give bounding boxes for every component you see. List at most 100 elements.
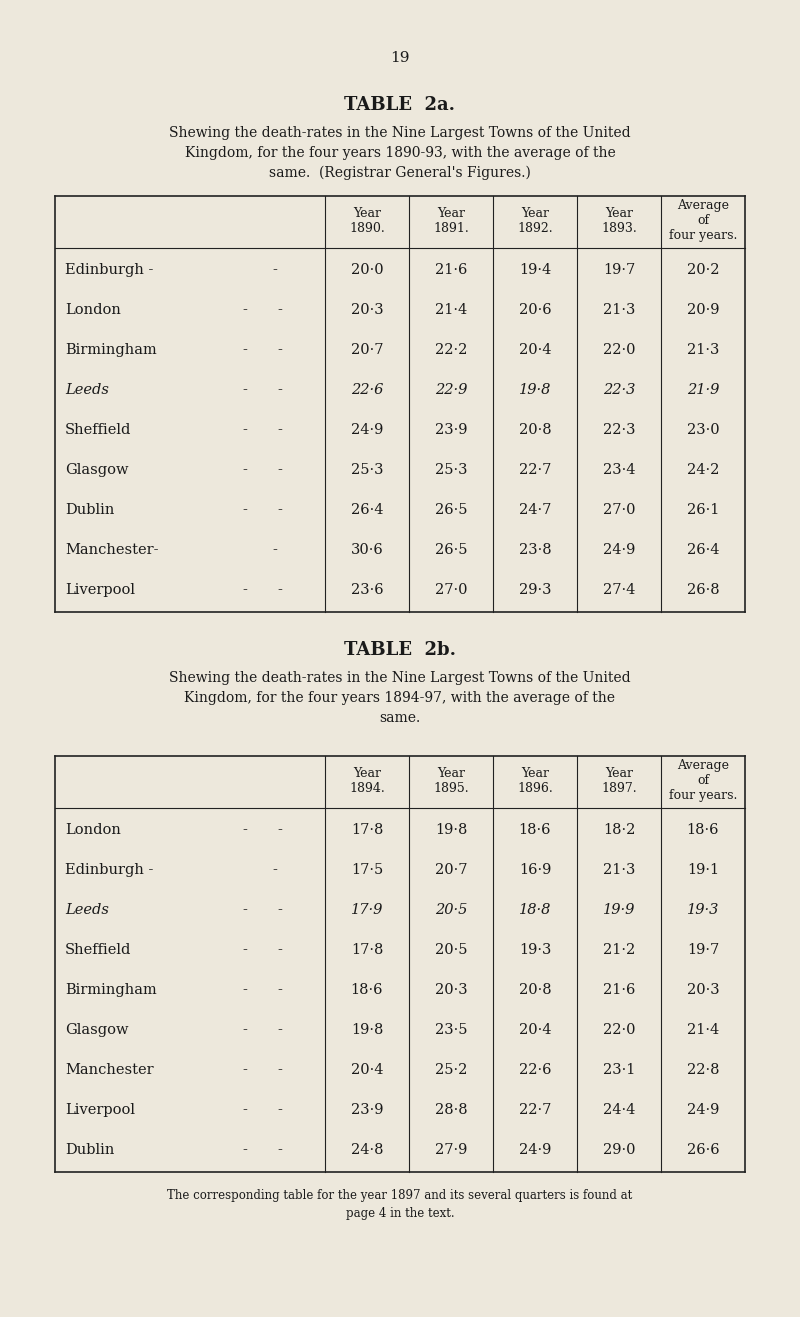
Text: Year
1895.: Year 1895. (433, 766, 469, 795)
Text: 24·7: 24·7 (519, 503, 551, 518)
Text: 22·6: 22·6 (518, 1063, 551, 1077)
Text: 20·8: 20·8 (518, 423, 551, 437)
Text: Glasgow: Glasgow (65, 1023, 129, 1036)
Text: 20·5: 20·5 (435, 903, 467, 917)
Text: 25·3: 25·3 (350, 464, 383, 477)
Text: 18·8: 18·8 (519, 903, 551, 917)
Text: 23·8: 23·8 (518, 543, 551, 557)
Text: 22·3: 22·3 (603, 383, 635, 396)
Text: 27·9: 27·9 (435, 1143, 467, 1158)
Text: 18·2: 18·2 (603, 823, 635, 838)
Text: 18·6: 18·6 (350, 982, 383, 997)
Text: 29·0: 29·0 (602, 1143, 635, 1158)
Text: 19·7: 19·7 (603, 263, 635, 277)
Text: Year
1892.: Year 1892. (517, 207, 553, 234)
Text: 20·4: 20·4 (518, 1023, 551, 1036)
Text: Kingdom, for the four years 1894-97, with the average of the: Kingdom, for the four years 1894-97, wit… (185, 691, 615, 705)
Text: 25·2: 25·2 (435, 1063, 467, 1077)
Text: 20·4: 20·4 (350, 1063, 383, 1077)
Text: 21·6: 21·6 (435, 263, 467, 277)
Text: -: - (278, 383, 282, 396)
Text: Year
1893.: Year 1893. (601, 207, 637, 234)
Text: Shewing the death-rates in the Nine Largest Towns of the United: Shewing the death-rates in the Nine Larg… (169, 126, 631, 140)
Text: 21·6: 21·6 (603, 982, 635, 997)
Text: -: - (278, 823, 282, 838)
Text: 24·9: 24·9 (687, 1104, 719, 1117)
Text: -: - (278, 464, 282, 477)
Text: 26·1: 26·1 (687, 503, 719, 518)
Text: 22·6: 22·6 (351, 383, 383, 396)
Text: 21·4: 21·4 (435, 303, 467, 317)
Text: 26·4: 26·4 (686, 543, 719, 557)
Text: same.  (Registrar General's Figures.): same. (Registrar General's Figures.) (269, 166, 531, 180)
Text: 18·6: 18·6 (686, 823, 719, 838)
Text: 21·4: 21·4 (687, 1023, 719, 1036)
Text: 19·7: 19·7 (687, 943, 719, 957)
Text: Shewing the death-rates in the Nine Largest Towns of the United: Shewing the death-rates in the Nine Larg… (169, 670, 631, 685)
Text: -: - (242, 982, 247, 997)
Text: 21·3: 21·3 (687, 342, 719, 357)
Text: -: - (273, 543, 278, 557)
Text: 24·2: 24·2 (687, 464, 719, 477)
Text: -: - (278, 982, 282, 997)
Text: -: - (242, 583, 247, 597)
Text: 26·8: 26·8 (686, 583, 719, 597)
Text: 30·6: 30·6 (350, 543, 383, 557)
Text: 22·2: 22·2 (435, 342, 467, 357)
Text: 20·7: 20·7 (350, 342, 383, 357)
Text: 23·0: 23·0 (686, 423, 719, 437)
Text: 20·5: 20·5 (434, 943, 467, 957)
Text: -: - (278, 1143, 282, 1158)
Text: -: - (242, 464, 247, 477)
Text: London: London (65, 823, 121, 838)
Text: 20·8: 20·8 (518, 982, 551, 997)
Text: Average
of
four years.: Average of four years. (669, 199, 737, 242)
Text: 17·8: 17·8 (351, 943, 383, 957)
Text: 20·3: 20·3 (686, 982, 719, 997)
Text: Year
1897.: Year 1897. (601, 766, 637, 795)
Text: 19·1: 19·1 (687, 863, 719, 877)
Text: -: - (278, 1104, 282, 1117)
Text: 20·4: 20·4 (518, 342, 551, 357)
Text: -: - (242, 423, 247, 437)
Text: -: - (242, 903, 247, 917)
Text: 19·9: 19·9 (603, 903, 635, 917)
Text: 24·9: 24·9 (603, 543, 635, 557)
Text: 26·5: 26·5 (434, 503, 467, 518)
Text: 24·4: 24·4 (603, 1104, 635, 1117)
Text: Year
1894.: Year 1894. (349, 766, 385, 795)
Text: The corresponding table for the year 1897 and its several quarters is found at: The corresponding table for the year 189… (167, 1189, 633, 1202)
Text: Sheffield: Sheffield (65, 423, 131, 437)
Text: Edinburgh -: Edinburgh - (65, 863, 154, 877)
Text: 20·6: 20·6 (518, 303, 551, 317)
Text: 27·0: 27·0 (602, 503, 635, 518)
Text: -: - (242, 503, 247, 518)
Text: -: - (242, 1104, 247, 1117)
Text: 19·3: 19·3 (519, 943, 551, 957)
Text: -: - (242, 383, 247, 396)
Text: -: - (242, 1143, 247, 1158)
Text: -: - (273, 863, 278, 877)
Text: 19·4: 19·4 (519, 263, 551, 277)
Text: -: - (278, 1063, 282, 1077)
Text: 27·4: 27·4 (603, 583, 635, 597)
Text: same.: same. (379, 711, 421, 724)
Text: 26·6: 26·6 (686, 1143, 719, 1158)
Text: 20·9: 20·9 (686, 303, 719, 317)
Text: -: - (278, 903, 282, 917)
Text: 19: 19 (390, 51, 410, 65)
Text: Kingdom, for the four years 1890-93, with the average of the: Kingdom, for the four years 1890-93, wit… (185, 146, 615, 159)
Text: 20·2: 20·2 (686, 263, 719, 277)
Text: -: - (242, 1023, 247, 1036)
Text: -: - (278, 423, 282, 437)
Text: 22·3: 22·3 (602, 423, 635, 437)
Text: -: - (242, 342, 247, 357)
Text: Year
1891.: Year 1891. (433, 207, 469, 234)
Text: 23·9: 23·9 (434, 423, 467, 437)
Text: 27·0: 27·0 (434, 583, 467, 597)
Text: -: - (242, 303, 247, 317)
Text: 28·8: 28·8 (434, 1104, 467, 1117)
Text: Birmingham: Birmingham (65, 982, 157, 997)
Text: Glasgow: Glasgow (65, 464, 129, 477)
Text: 23·4: 23·4 (602, 464, 635, 477)
